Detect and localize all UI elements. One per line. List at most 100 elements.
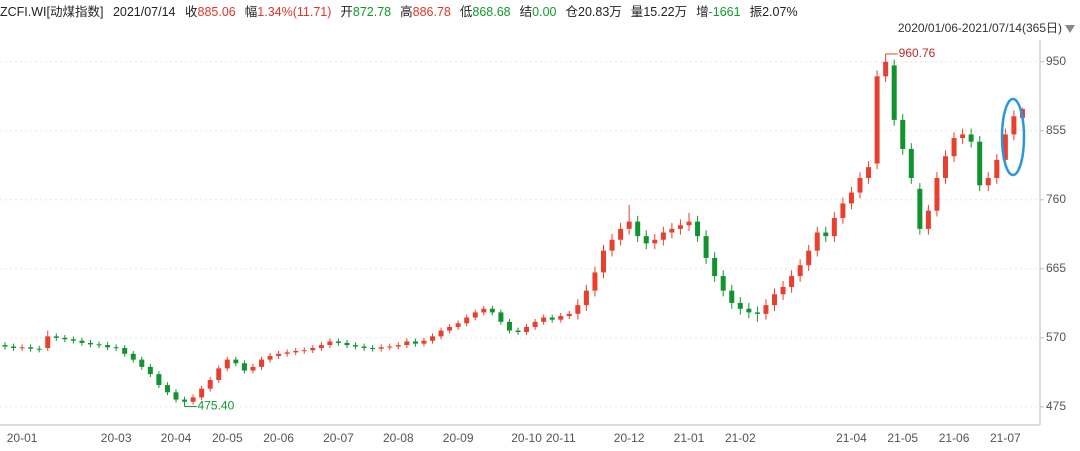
candle-body: [335, 341, 341, 343]
candle-body: [763, 305, 769, 314]
x-tick-label: 20-05: [212, 431, 243, 445]
candle-body: [130, 353, 136, 360]
candle-body: [985, 178, 991, 186]
x-tick-label: 20-06: [263, 431, 294, 445]
candle-body: [925, 210, 931, 229]
candle-body: [62, 337, 68, 340]
candle-body: [951, 138, 957, 157]
header-value: 872.78: [352, 5, 392, 19]
candle-body: [960, 134, 966, 139]
candle-body: [806, 250, 812, 266]
candle-body: [908, 148, 914, 179]
header-value: 2.07%: [762, 5, 798, 19]
candle-body: [609, 239, 615, 251]
header-value: 15.22万: [643, 5, 688, 19]
candle-body: [96, 344, 102, 346]
x-tick-label: 20-08: [383, 431, 414, 445]
candle-body: [840, 203, 846, 218]
candle-body: [378, 347, 384, 349]
candle-body: [404, 341, 410, 346]
header-label: 高: [400, 5, 413, 19]
candle-body: [549, 317, 555, 320]
header-item: 仓20.83万: [566, 5, 622, 19]
x-tick-label: 20-04: [161, 431, 192, 445]
date: 2021/07/14: [112, 5, 176, 19]
candle-body: [430, 336, 435, 341]
header: ZCFI.WI[动煤指数] 2021/07/14 收885.06 幅1.34%(1…: [0, 1, 807, 20]
candle-body: [977, 141, 983, 186]
header-label: 收: [185, 5, 198, 19]
header-item: 收885.06: [185, 5, 236, 19]
x-tick-label: 20-09: [443, 431, 474, 445]
candle-body: [173, 392, 179, 400]
candle-body: [737, 302, 743, 309]
candle-body: [105, 345, 111, 348]
header-item: 高886.78: [400, 5, 451, 19]
candle-body: [259, 359, 264, 367]
candle-body: [233, 359, 239, 364]
x-tick-label: 21-07: [990, 431, 1021, 445]
candle-body: [1002, 134, 1008, 160]
candle-body: [489, 308, 495, 313]
candle-body: [11, 346, 17, 348]
candle-body: [45, 336, 51, 348]
candle-body: [79, 340, 85, 343]
dropdown-arrow[interactable]: [1065, 25, 1075, 33]
candle-body: [703, 236, 709, 258]
candle-body: [575, 305, 581, 314]
candle-body: [874, 76, 880, 164]
candle-body: [139, 359, 145, 367]
candle-body: [421, 340, 427, 344]
candle-body: [968, 134, 974, 142]
candle-body: [780, 286, 786, 295]
candle-body: [677, 225, 683, 229]
x-tick-label: 20-11: [546, 431, 576, 445]
candle-body: [447, 326, 453, 331]
candle-body: [472, 312, 478, 318]
header-label: 量: [630, 5, 644, 19]
candle-body: [934, 178, 940, 211]
candle-body: [267, 355, 273, 360]
candle-body: [754, 312, 760, 314]
candle-body: [147, 366, 153, 375]
header-value: 886.78: [412, 5, 451, 19]
candle-body: [532, 321, 538, 327]
candle-body: [566, 313, 572, 317]
candle-body: [241, 363, 247, 371]
x-tick-label: 20-01: [7, 431, 38, 445]
candle-body: [515, 330, 521, 333]
candle-body: [789, 276, 795, 287]
candle-body: [190, 397, 196, 402]
header-label: 低: [459, 5, 473, 19]
candle-body: [891, 65, 897, 120]
x-tick-label: 21-05: [887, 431, 918, 445]
x-tick-label: 21-06: [939, 431, 970, 445]
candle-body: [353, 345, 359, 347]
candle-body: [327, 341, 333, 346]
candle-body: [344, 342, 350, 346]
header-label: 开: [340, 5, 353, 19]
candle-body: [592, 272, 598, 291]
candle-body: [224, 359, 230, 369]
highlight-ellipse: [1000, 97, 1026, 177]
candle-body: [361, 346, 367, 348]
candle-body: [113, 347, 119, 349]
header-value: 0.00: [532, 5, 557, 19]
candle-body: [395, 345, 401, 347]
header-label: 幅: [244, 5, 258, 19]
header-item: 幅1.34%(11.71): [245, 5, 332, 19]
min-label: 475.40: [198, 399, 235, 413]
header-label: 结: [519, 5, 533, 19]
header-value: 20.83万: [578, 5, 622, 19]
header-item: 量15.22万: [631, 5, 687, 19]
header-item: 增-1661: [696, 5, 741, 19]
x-tick-label: 20-07: [323, 431, 354, 445]
candle-body: [464, 317, 470, 324]
x-tick-label: 21-02: [725, 431, 756, 445]
candle-body: [36, 348, 42, 350]
y-tick-label: 760: [1046, 192, 1066, 206]
x-tick-label: 20-10: [511, 431, 542, 445]
candle-body: [652, 239, 658, 244]
candle-body: [28, 347, 34, 349]
candle-body: [883, 61, 889, 77]
